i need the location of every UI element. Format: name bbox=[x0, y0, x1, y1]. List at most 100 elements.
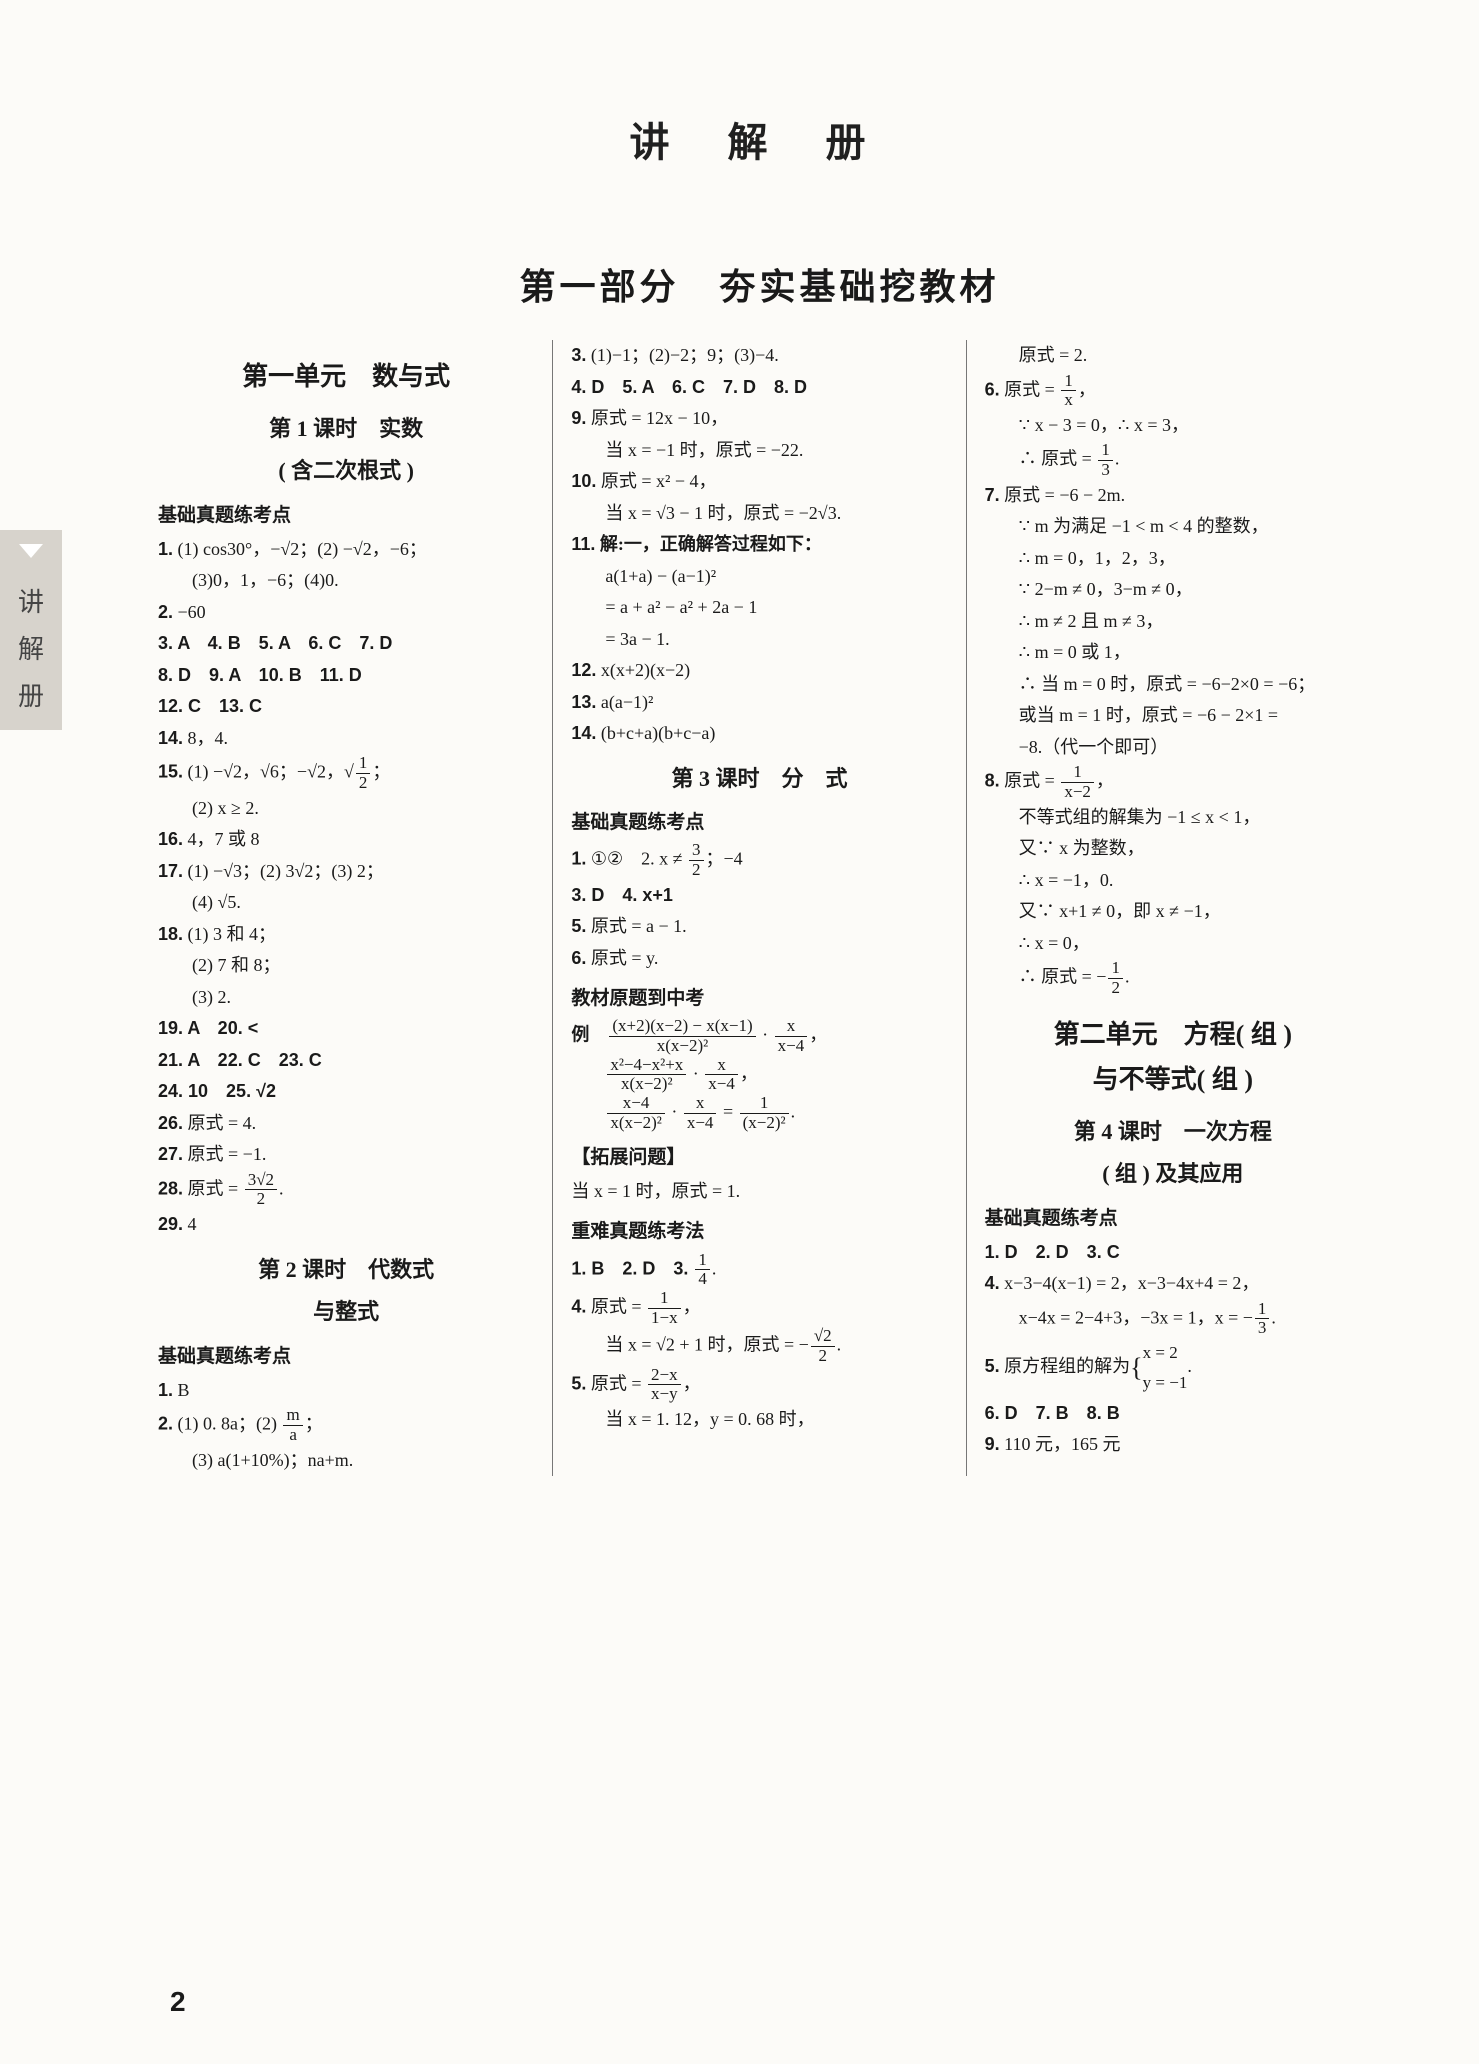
q17: 17. (1) −√3；(2) 3√2；(3) 2； bbox=[158, 856, 534, 888]
c2sec2: 教材原题到中考 bbox=[571, 982, 947, 1015]
lesson-1-title: 第 1 课时 实数 bbox=[158, 410, 534, 449]
c2ex2: x²−4−x²+xx(x−2)² · xx−4， bbox=[571, 1056, 947, 1094]
c2r3b: 当 x = 1. 12，y = 0. 68 时， bbox=[571, 1404, 947, 1436]
c3l1b: ∵ x − 3 = 0，∴ x = 3， bbox=[985, 410, 1361, 442]
section-heading-2: 基础真题练考点 bbox=[158, 1340, 534, 1373]
tab-char-1: 讲 bbox=[18, 582, 44, 619]
c1m2: 2. (1) 0. 8a；(2) ma； bbox=[158, 1406, 534, 1444]
side-tab: 讲 解 册 bbox=[0, 530, 62, 730]
c3l1c: ∴ 原式 = 13. bbox=[985, 441, 1361, 479]
c2q1: 当 x = 1 时，原式 = 1. bbox=[571, 1176, 947, 1208]
c2l1: 3. (1)−1；(2)−2；9；(3)−4. bbox=[571, 340, 947, 372]
c2l3b: 当 x = −1 时，原式 = −22. bbox=[571, 435, 947, 467]
q1b: (3)0，1，−6；(4)0. bbox=[158, 565, 534, 597]
q17b: (4) √5. bbox=[158, 887, 534, 919]
c3m4: 6. D 7. B 8. B bbox=[985, 1398, 1361, 1430]
c2p1: 1. ①② 2. x ≠ 32；−4 bbox=[571, 841, 947, 879]
c2sec1: 基础真题练考点 bbox=[571, 806, 947, 839]
q19-20: 19. A 20. < bbox=[158, 1013, 534, 1045]
c3l3f: ∴ 原式 = −12. bbox=[985, 959, 1361, 997]
unit-2-title: 第二单元 方程( 组 ) bbox=[985, 1012, 1361, 1058]
c2l5c: = 3a − 1. bbox=[571, 624, 947, 656]
q18b: (2) 7 和 8； bbox=[158, 950, 534, 982]
c3l2b: ∴ m = 0，1，2，3， bbox=[985, 543, 1361, 575]
c3sec1: 基础真题练考点 bbox=[985, 1202, 1361, 1235]
section-heading: 基础真题练考点 bbox=[158, 499, 534, 532]
lesson-3-title: 第 3 课时 分 式 bbox=[571, 760, 947, 799]
c2sec3: 【拓展问题】 bbox=[571, 1141, 947, 1174]
q18: 18. (1) 3 和 4； bbox=[158, 919, 534, 951]
lesson-1-sub: ( 含二次根式 ) bbox=[158, 452, 534, 491]
page: 讲 解 册 讲 解 册 第一部分 夯实基础挖教材 第一单元 数与式 第 1 课时… bbox=[0, 0, 1479, 2064]
q21-23: 21. A 22. C 23. C bbox=[158, 1045, 534, 1077]
c3m5: 9. 110 元，165 元 bbox=[985, 1429, 1361, 1461]
part-title: 第一部分 夯实基础挖教材 bbox=[140, 258, 1379, 310]
c2l4: 10. 原式 = x² − 4， bbox=[571, 466, 947, 498]
c2p4: 6. 原式 = y. bbox=[571, 943, 947, 975]
book-title: 讲 解 册 bbox=[140, 110, 1379, 168]
q26: 26. 原式 = 4. bbox=[158, 1108, 534, 1140]
c2l4b: 当 x = √3 − 1 时，原式 = −2√3. bbox=[571, 498, 947, 530]
q3-7: 3. A 4. B 5. A 6. C 7. D bbox=[158, 628, 534, 660]
unit-2-title-b: 与不等式( 组 ) bbox=[985, 1057, 1361, 1103]
columns-wrap: 第一单元 数与式 第 1 课时 实数 ( 含二次根式 ) 基础真题练考点 1. … bbox=[140, 340, 1379, 1476]
c2l8: 14. (b+c+a)(b+c−a) bbox=[571, 718, 947, 750]
c2l6: 12. x(x+2)(x−2) bbox=[571, 655, 947, 687]
downward-triangle-icon bbox=[19, 544, 43, 558]
c3m1: 1. D 2. D 3. C bbox=[985, 1237, 1361, 1269]
c3m2b: x−4x = 2−4+3，−3x = 1，x = −13. bbox=[985, 1300, 1361, 1338]
q18c: (3) 2. bbox=[158, 982, 534, 1014]
c3l3d2: 又∵ x+1 ≠ 0，即 x ≠ −1， bbox=[985, 896, 1361, 928]
c2l5a: a(1+a) − (a−1)² bbox=[571, 561, 947, 593]
c3l2h: −8.（代一个即可） bbox=[985, 732, 1361, 764]
c2sec4: 重难真题练考法 bbox=[571, 1215, 947, 1248]
c3l2e: ∴ m = 0 或 1， bbox=[985, 637, 1361, 669]
c3l0: 原式 = 2. bbox=[985, 340, 1361, 372]
c2r3: 5. 原式 = 2−xx−y， bbox=[571, 1366, 947, 1404]
c3l2g: 或当 m = 1 时，原式 = −6 − 2×1 = bbox=[985, 700, 1361, 732]
q28: 28. 原式 = 3√22. bbox=[158, 1171, 534, 1209]
c2r2b: 当 x = √2 + 1 时，原式 = −√22. bbox=[571, 1327, 947, 1365]
c2l2: 4. D 5. A 6. C 7. D 8. D bbox=[571, 372, 947, 404]
column-1: 第一单元 数与式 第 1 课时 实数 ( 含二次根式 ) 基础真题练考点 1. … bbox=[140, 340, 552, 1476]
c1m1: 1. B bbox=[158, 1375, 534, 1407]
c2l3: 9. 原式 = 12x − 10， bbox=[571, 403, 947, 435]
lesson-4-title: 第 4 课时 一次方程 bbox=[985, 1113, 1361, 1152]
q14: 14. 8，4. bbox=[158, 723, 534, 755]
c3l3b: 又∵ x 为整数， bbox=[985, 833, 1361, 865]
c3l1: 6. 原式 = 1x， bbox=[985, 372, 1361, 410]
q16: 16. 4，7 或 8 bbox=[158, 824, 534, 856]
tab-char-2: 解 bbox=[18, 629, 44, 666]
c3l2: 7. 原式 = −6 − 2m. bbox=[985, 480, 1361, 512]
c3l3a: 不等式组的解集为 −1 ≤ x < 1， bbox=[985, 802, 1361, 834]
q12-13: 12. C 13. C bbox=[158, 691, 534, 723]
c3l3: 8. 原式 = 1x−2， bbox=[985, 763, 1361, 801]
q1: 1. (1) cos30°，−√2；(2) −√2，−6； bbox=[158, 534, 534, 566]
c2r1: 1. B 2. D 3. 14. bbox=[571, 1251, 947, 1289]
c1m2b: (3) a(1+10%)；na+m. bbox=[158, 1445, 534, 1477]
tab-char-3: 册 bbox=[18, 676, 44, 713]
c2ex: 例 (x+2)(x−2) − x(x−1)x(x−2)² · xx−4， bbox=[571, 1017, 947, 1055]
q29: 29. 4 bbox=[158, 1209, 534, 1241]
c3m2: 4. x−3−4(x−1) = 2，x−3−4x+4 = 2， bbox=[985, 1268, 1361, 1300]
column-2: 3. (1)−1；(2)−2；9；(3)−4. 4. D 5. A 6. C 7… bbox=[552, 340, 965, 1476]
c3l3c: ∴ x = −1，0. bbox=[985, 865, 1361, 897]
page-number: 2 bbox=[170, 1986, 186, 2018]
c3m3: 5. 原方程组的解为{x = 2y = −1. bbox=[985, 1338, 1361, 1398]
c2ex3: x−4x(x−2)² · xx−4 = 1(x−2)². bbox=[571, 1094, 947, 1132]
q8-11: 8. D 9. A 10. B 11. D bbox=[158, 660, 534, 692]
c2r2: 4. 原式 = 11−x， bbox=[571, 1289, 947, 1327]
c2p3: 5. 原式 = a − 1. bbox=[571, 911, 947, 943]
q2: 2. −60 bbox=[158, 597, 534, 629]
q15: 15. (1) −√2，√6；−√2，√12； bbox=[158, 754, 534, 792]
c2p2: 3. D 4. x+1 bbox=[571, 880, 947, 912]
c3l2a: ∵ m 为满足 −1 < m < 4 的整数， bbox=[985, 511, 1361, 543]
q27: 27. 原式 = −1. bbox=[158, 1139, 534, 1171]
c3l2d: ∴ m ≠ 2 且 m ≠ 3， bbox=[985, 606, 1361, 638]
c3l2c: ∵ 2−m ≠ 0，3−m ≠ 0， bbox=[985, 574, 1361, 606]
c3l2f: ∴ 当 m = 0 时，原式 = −6−2×0 = −6； bbox=[985, 669, 1361, 701]
c2l5: 11. 解:一，正确解答过程如下： bbox=[571, 529, 947, 561]
c2l7: 13. a(a−1)² bbox=[571, 687, 947, 719]
q15b: (2) x ≥ 2. bbox=[158, 793, 534, 825]
c2l5b: = a + a² − a² + 2a − 1 bbox=[571, 592, 947, 624]
